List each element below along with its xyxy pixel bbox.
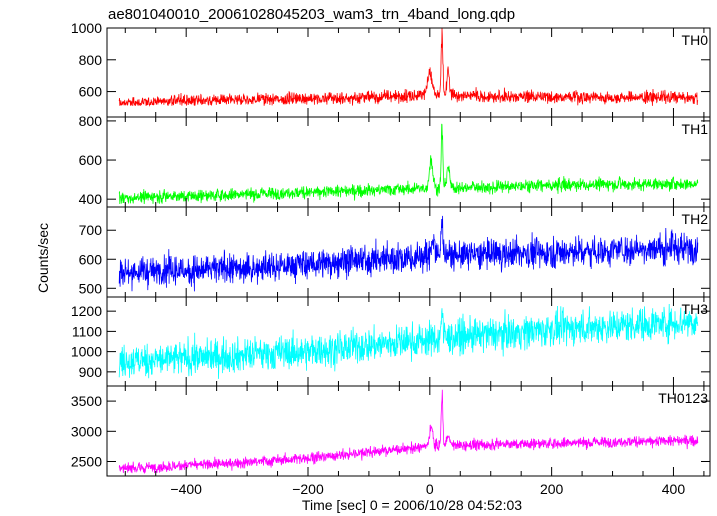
chart-title: ae801040010_20061028045203_wam3_trn_4ban… [108,6,515,23]
y-tick-label: 600 [79,251,103,267]
y-tick-label: 600 [79,152,103,168]
y-tick-label: 800 [79,113,103,129]
panel-th1: 400 600 800 TH1 [79,113,711,208]
x-tick-label: 0 [426,481,434,497]
series-line-th3 [118,303,699,379]
panel-th0: 600 800 1000 TH0 [71,20,711,118]
y-axis-label: Counts/sec [35,223,51,293]
panel-label: TH3 [682,301,709,317]
y-tick-label: 900 [79,364,103,380]
series-line-th0 [118,27,699,107]
panels: 600 800 1000 TH0 400 600 800 TH1 500 600 700 TH2 900… [71,20,711,477]
y-tick-label: 400 [79,191,103,207]
series-line-th1 [118,123,699,205]
series-line-th0123 [118,389,699,474]
x-tick-label: −200 [292,481,324,497]
panel-th2: 500 600 700 TH2 [79,206,711,298]
x-tick-label: 200 [540,481,564,497]
panel-th0123: 2500 3000 3500 TH0123 [71,385,711,477]
panel-label: TH2 [682,211,709,227]
y-tick-label: 3500 [71,393,102,409]
y-tick-label: 700 [79,222,103,238]
y-tick-label: 1200 [71,303,102,319]
panel-label: TH0123 [658,390,708,406]
y-tick-label: 800 [79,52,103,68]
panel-th3: 900 1000 1100 1200 TH3 [71,296,711,387]
series-line-th2 [118,215,699,292]
panel-label: TH0 [682,32,709,48]
y-tick-label: 3000 [71,423,102,439]
y-tick-label: 1000 [71,20,102,36]
y-tick-label: 2500 [71,454,102,470]
x-axis-label: Time [sec] 0 = 2006/10/28 04:52:03 [302,497,522,513]
y-tick-label: 600 [79,84,103,100]
y-tick-label: 500 [79,280,103,296]
panel-frame [106,385,711,477]
x-axis: −400 −200 0 200 400 [170,481,685,497]
y-tick-label: 1100 [72,323,102,339]
x-tick-label: −400 [170,481,202,497]
x-tick-label: 400 [662,481,686,497]
panel-label: TH1 [682,121,709,137]
y-tick-label: 1000 [71,344,102,360]
